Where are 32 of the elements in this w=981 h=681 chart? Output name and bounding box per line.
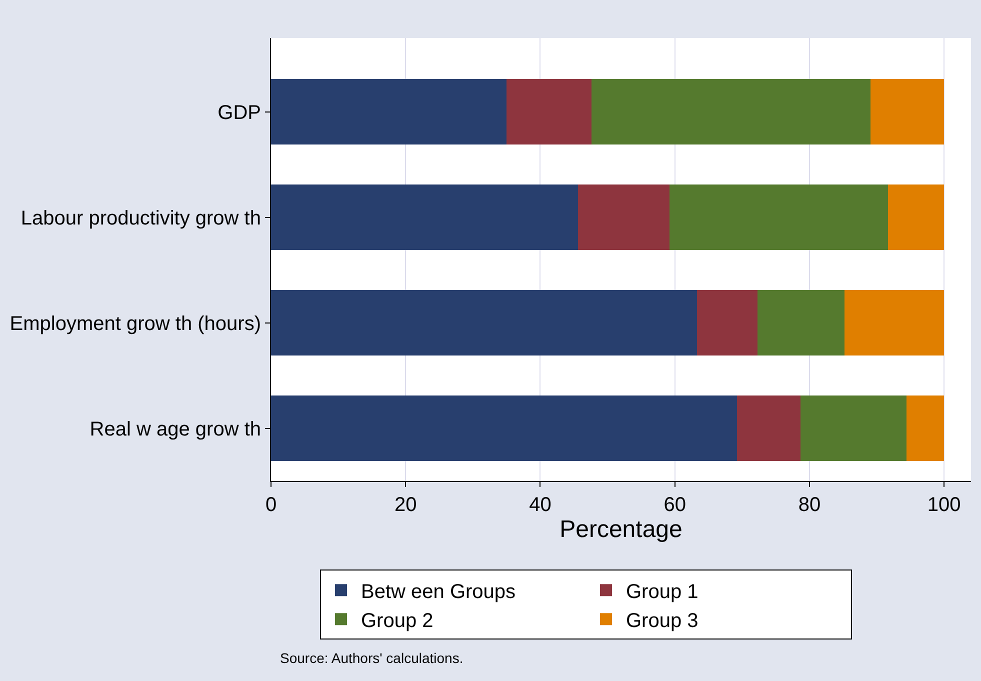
source-note: Source: Authors' calculations. (280, 650, 464, 666)
x-tick-label: 40 (529, 494, 552, 516)
bar (800, 396, 906, 461)
bar (669, 184, 888, 250)
bar (844, 290, 944, 356)
bar (578, 184, 670, 250)
y-tick-label: Labour productivity grow th (20, 207, 261, 230)
x-tick-label: 100 (927, 494, 961, 516)
bar (271, 396, 737, 461)
bar (736, 396, 801, 461)
x-axis-title: Percentage (560, 516, 682, 543)
y-tick-label: GDP (218, 102, 261, 124)
x-tick-label: 80 (798, 494, 821, 516)
legend-label: Betw een Groups (361, 580, 516, 603)
bar (870, 79, 944, 145)
bar (271, 79, 507, 145)
y-tick-label: Real w age grow th (90, 418, 261, 440)
bar (271, 184, 578, 250)
x-tick-label: 20 (394, 494, 417, 516)
legend-label: Group 3 (626, 610, 698, 632)
bar (591, 79, 871, 145)
legend-label: Group 1 (626, 580, 698, 603)
x-tick-label: 60 (664, 494, 686, 516)
bar (697, 290, 758, 356)
legend-label: Group 2 (361, 610, 434, 632)
bar (271, 290, 698, 356)
bar (906, 396, 944, 461)
bar (758, 290, 844, 356)
x-tick-label: 0 (265, 494, 277, 516)
bar (888, 184, 944, 250)
bar (506, 79, 592, 145)
y-tick-label: Employment grow th (hours) (10, 312, 261, 335)
